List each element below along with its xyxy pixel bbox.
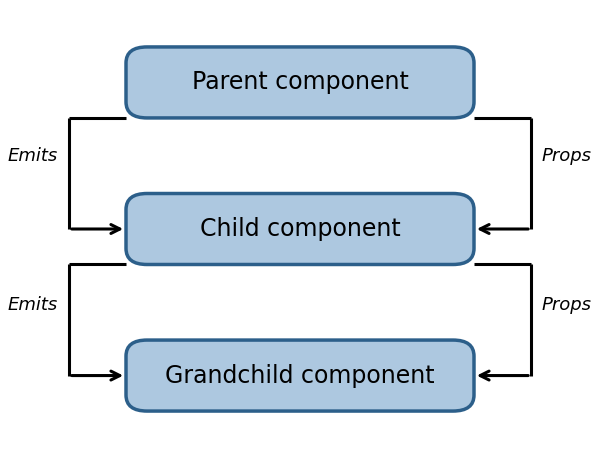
Text: Props: Props [542, 147, 592, 165]
Text: Emits: Emits [8, 147, 58, 165]
Text: Emits: Emits [8, 295, 58, 314]
FancyBboxPatch shape [126, 47, 474, 118]
FancyBboxPatch shape [126, 193, 474, 265]
Text: Parent component: Parent component [191, 71, 409, 94]
FancyBboxPatch shape [126, 340, 474, 411]
Text: Grandchild component: Grandchild component [165, 364, 435, 387]
Text: Child component: Child component [200, 217, 400, 241]
Text: Props: Props [542, 295, 592, 314]
